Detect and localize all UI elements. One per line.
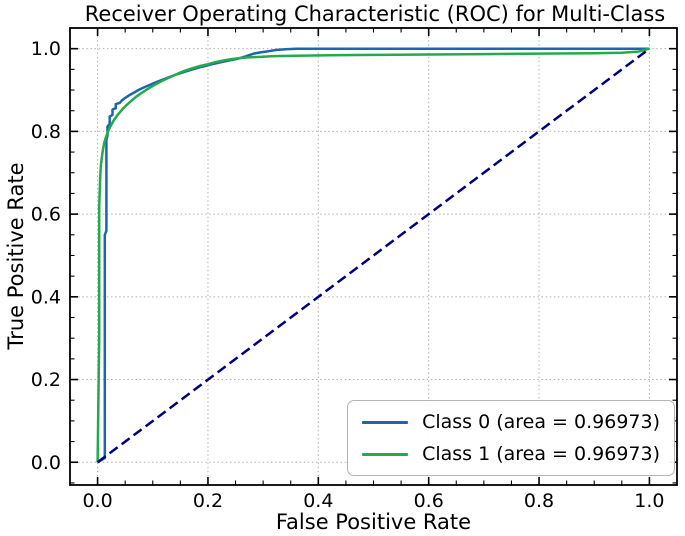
y-tick-label: 0.0 [31,452,61,474]
y-tick-label: 1.0 [31,38,61,60]
legend-label-class-1: Class 1 (area = 0.96973) [422,443,660,465]
x-tick-label: 1.0 [634,490,664,512]
legend-entry-class-1: Class 1 (area = 0.96973) [362,443,660,465]
legend-entry-class-0: Class 0 (area = 0.96973) [362,411,660,433]
x-tick-label: 0.8 [524,490,554,512]
x-tick-label: 0.2 [193,490,223,512]
chart-title: Receiver Operating Characteristic (ROC) … [84,2,666,26]
roc-curve-class-0 [96,47,650,464]
y-tick-label: 0.6 [31,204,61,226]
roc-curve-class-1 [96,47,650,463]
axis-ticks [70,28,677,485]
roc-curve-chance-diagonal [96,47,651,464]
x-tick-label: 0.4 [303,490,333,512]
legend-line-class-1 [362,452,409,456]
x-tick-label: 0.0 [82,490,112,512]
y-tick-label: 0.2 [31,369,61,391]
legend-label-class-0: Class 0 (area = 0.96973) [422,411,660,433]
y-axis-label: True Positive Rate [4,162,28,350]
legend-line-class-0 [362,420,409,424]
x-tick-label: 0.6 [414,490,444,512]
y-tick-label: 0.8 [31,121,61,143]
y-tick-label: 0.4 [31,286,61,308]
legend: Class 0 (area = 0.96973) Class 1 (area =… [347,400,675,476]
x-axis-label: False Positive Rate [275,510,472,534]
